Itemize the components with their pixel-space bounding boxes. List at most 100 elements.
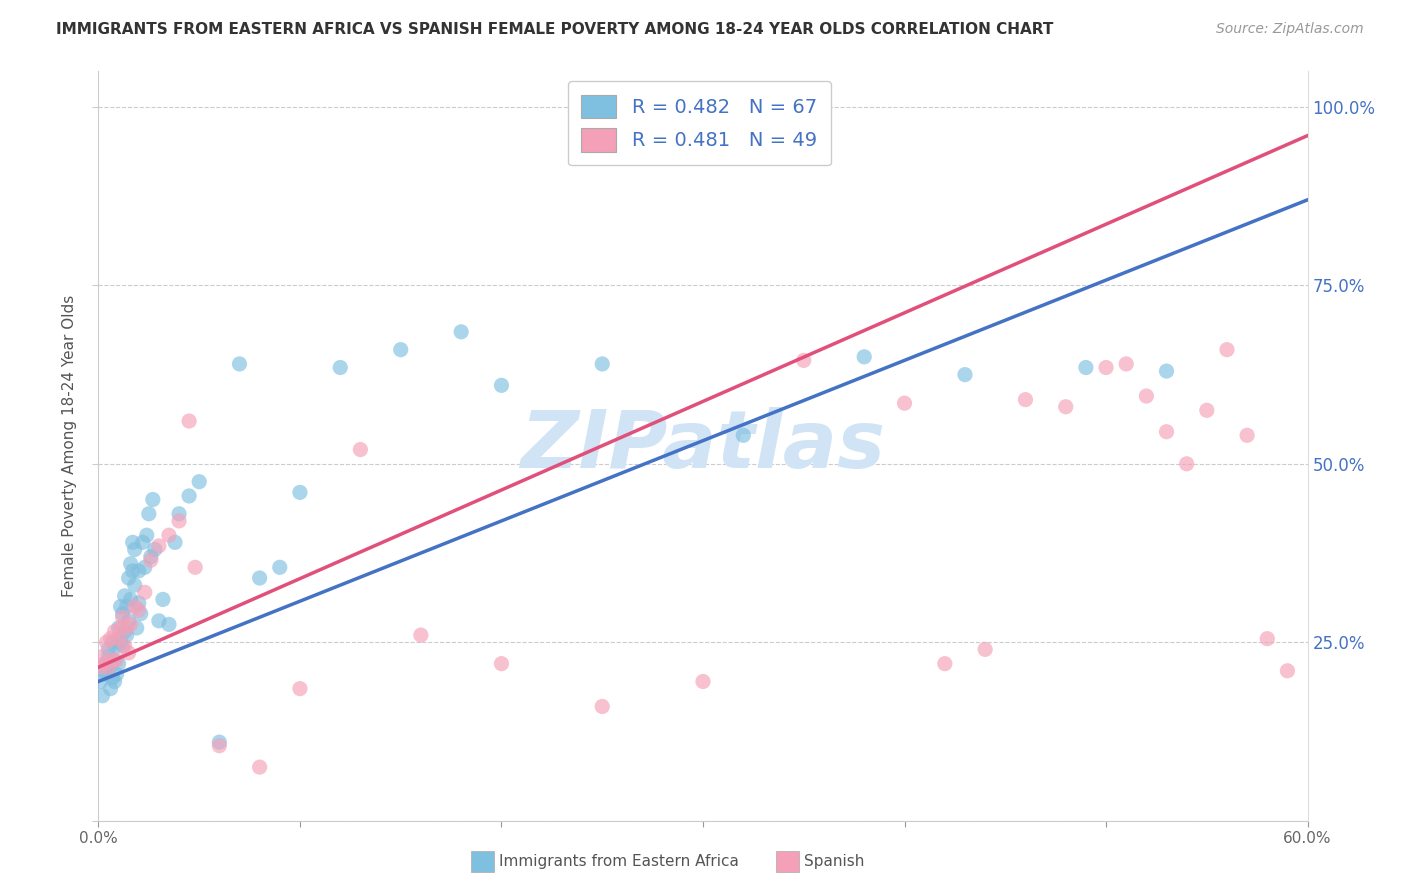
Point (124, 542, 146, 557)
Point (167, 507, 190, 521)
Point (142, 492, 165, 507)
Point (132, 535, 155, 549)
Point (100, 681, 122, 696)
Point (329, 360, 352, 375)
Point (128, 596, 150, 610)
Point (97, 649, 120, 664)
Point (591, 357, 613, 371)
Point (953, 368, 976, 382)
Point (120, 592, 142, 607)
Point (91, 649, 114, 664)
Legend: R = 0.482   N = 67, R = 0.481   N = 49: R = 0.482 N = 67, R = 0.481 N = 49 (568, 81, 831, 166)
Point (134, 585, 156, 599)
Point (111, 607, 134, 621)
Point (129, 607, 152, 621)
Point (97, 660, 120, 674)
Point (288, 681, 311, 696)
Point (118, 646, 141, 660)
Point (128, 603, 150, 617)
Point (208, 735, 231, 749)
Text: Source: ZipAtlas.com: Source: ZipAtlas.com (1216, 22, 1364, 37)
Point (105, 653, 128, 667)
Point (208, 739, 231, 753)
Point (143, 542, 166, 557)
Point (114, 639, 136, 653)
Point (1014, 392, 1036, 407)
Point (103, 624, 125, 639)
Point (269, 560, 291, 574)
Point (139, 553, 162, 567)
Point (91, 689, 114, 703)
Point (118, 571, 141, 585)
Point (793, 353, 815, 368)
Point (100, 657, 122, 671)
Point (1095, 360, 1118, 375)
Point (591, 699, 613, 714)
Point (96, 635, 118, 649)
Point (249, 760, 271, 774)
Point (93, 664, 115, 678)
Text: Immigrants from Eastern Africa: Immigrants from Eastern Africa (499, 855, 740, 869)
Point (107, 621, 129, 635)
Point (124, 578, 146, 592)
Point (134, 560, 156, 574)
Point (1216, 343, 1239, 357)
Point (188, 475, 211, 489)
Point (179, 489, 201, 503)
Point (114, 624, 136, 639)
Point (124, 599, 146, 614)
Point (118, 614, 141, 628)
Point (121, 564, 143, 578)
Point (110, 621, 132, 635)
Point (1195, 403, 1218, 417)
Point (128, 564, 150, 578)
Point (120, 617, 142, 632)
Point (1277, 664, 1299, 678)
Point (96, 657, 118, 671)
Point (152, 592, 174, 607)
Point (1175, 457, 1198, 471)
Point (97, 642, 120, 657)
Point (89, 660, 111, 674)
Point (111, 610, 134, 624)
Point (1135, 389, 1157, 403)
Point (157, 617, 180, 632)
Point (105, 667, 128, 681)
Point (1256, 632, 1278, 646)
Point (491, 378, 513, 392)
Point (491, 657, 513, 671)
Point (163, 535, 186, 549)
Point (389, 343, 412, 357)
Point (96, 667, 118, 681)
Point (1054, 400, 1077, 414)
Point (1115, 357, 1137, 371)
Point (409, 628, 432, 642)
Point (450, 325, 472, 339)
Point (733, 428, 755, 442)
Point (115, 599, 138, 614)
Point (107, 632, 129, 646)
Point (1156, 425, 1178, 439)
Point (120, 557, 142, 571)
Point (692, 674, 714, 689)
Point (249, 571, 271, 585)
Point (103, 653, 125, 667)
Point (934, 657, 956, 671)
Point (138, 507, 160, 521)
Point (115, 628, 138, 642)
Point (89, 674, 111, 689)
Point (148, 614, 170, 628)
Point (184, 560, 207, 574)
Point (107, 657, 129, 671)
Point (1236, 428, 1258, 442)
Point (100, 632, 122, 646)
Point (1074, 360, 1097, 375)
Point (974, 642, 997, 657)
Point (228, 357, 250, 371)
Point (101, 671, 124, 685)
Point (157, 528, 180, 542)
Point (121, 535, 143, 549)
Point (101, 653, 124, 667)
Text: Spanish: Spanish (804, 855, 865, 869)
Point (139, 549, 162, 564)
